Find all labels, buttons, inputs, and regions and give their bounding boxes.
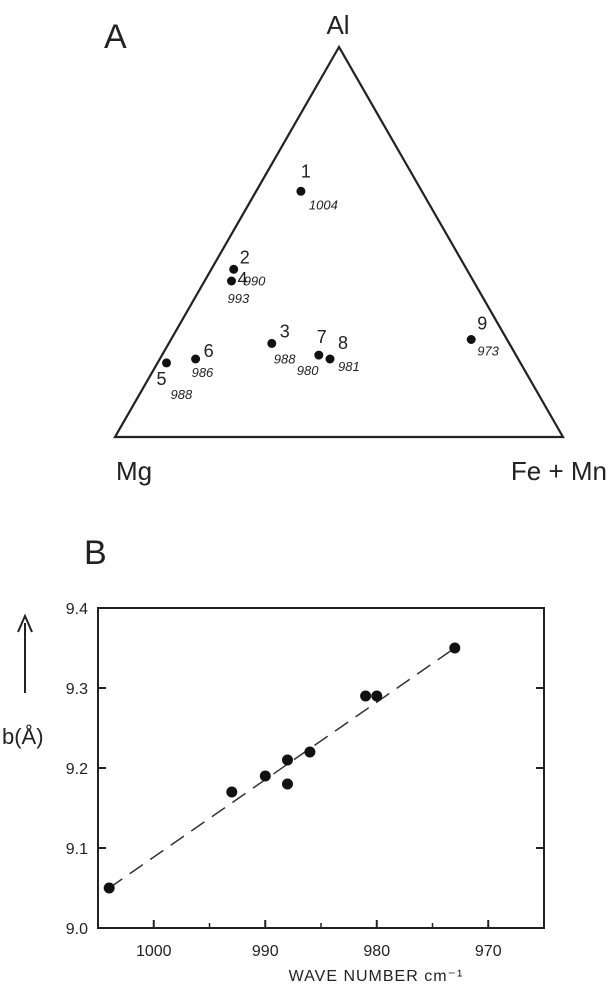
ternary-point-number: 5: [157, 369, 167, 389]
ternary-point: [191, 354, 201, 364]
ternary-point: [267, 338, 277, 348]
ternary-point-number: 2: [240, 247, 250, 267]
ternary-point: [162, 358, 171, 368]
scatter-point: [449, 642, 461, 654]
ternary-point: [227, 276, 236, 286]
ternary-point-number: 6: [204, 341, 214, 361]
ternary-point-wavenumber: 980: [297, 363, 319, 378]
ternary-point-number: 1: [301, 161, 311, 181]
ternary-point-wavenumber: 973: [477, 344, 499, 359]
ternary-point: [314, 350, 324, 360]
scatter-point: [226, 786, 238, 798]
x-tick-label: 1000: [136, 943, 172, 960]
y-tick-label: 9.1: [66, 841, 88, 858]
plot-frame: [97, 607, 545, 929]
ternary-point-wavenumber: 1004: [309, 197, 338, 212]
ternary-point: [229, 264, 239, 274]
ternary-point-number: 3: [280, 321, 290, 341]
scatter-points: [103, 642, 461, 894]
vertex-label-fe-mn: Fe + Mn: [511, 456, 607, 486]
ternary-point-wavenumber: 988: [274, 351, 296, 366]
x-tick-label: 980: [363, 943, 390, 960]
scatter-point: [282, 754, 293, 766]
x-tick-label: 990: [252, 943, 279, 960]
scatter-point: [304, 746, 316, 758]
ternary-point-wavenumber: 990: [244, 273, 266, 288]
scatter-point: [259, 770, 271, 782]
y-tick-label: 9.4: [66, 601, 88, 618]
ternary-point-wavenumber: 981: [338, 359, 360, 374]
vertex-label-mg: Mg: [116, 456, 152, 486]
ternary-triangle: [113, 44, 565, 439]
scatter-point: [360, 690, 372, 702]
axis-ticks: 1000 990 980 970 9.0 9.1 9.2 9.3 9.4: [66, 601, 544, 960]
y-axis-title: b(Å): [2, 724, 44, 749]
y-axis-arrow: [17, 613, 33, 693]
y-tick-label: 9.3: [66, 681, 88, 698]
ternary-point-number: 9: [477, 314, 487, 334]
x-axis-title: WAVE NUMBER cm⁻¹: [289, 968, 464, 985]
fit-line: [108, 647, 456, 889]
scatter-point: [282, 778, 293, 790]
panel-a-letter: A: [104, 18, 127, 56]
ternary-point-number: 7: [317, 327, 327, 347]
y-tick-label: 9.2: [66, 761, 88, 778]
ternary-point-number: 4: [238, 269, 248, 289]
scatter-point: [371, 690, 383, 702]
vertex-label-al: Al: [326, 10, 349, 40]
ternary-point-number: 8: [338, 333, 348, 353]
panel-b-letter: B: [84, 534, 107, 572]
ternary-point: [296, 186, 306, 196]
ternary-point-wavenumber: 988: [171, 387, 193, 402]
ternary-point-wavenumber: 986: [192, 365, 214, 380]
scatter-point: [103, 882, 115, 894]
ternary-point-wavenumber: 993: [228, 291, 250, 306]
ternary-point: [466, 335, 476, 344]
x-tick-label: 970: [475, 943, 502, 960]
scatter-plot: B b(Å) 1000 990 980 970 9.0 9.1 9.2 9.3 9.4 WAVE…: [2, 534, 545, 985]
ternary-point: [325, 354, 335, 364]
y-tick-label: 9.0: [66, 921, 88, 938]
